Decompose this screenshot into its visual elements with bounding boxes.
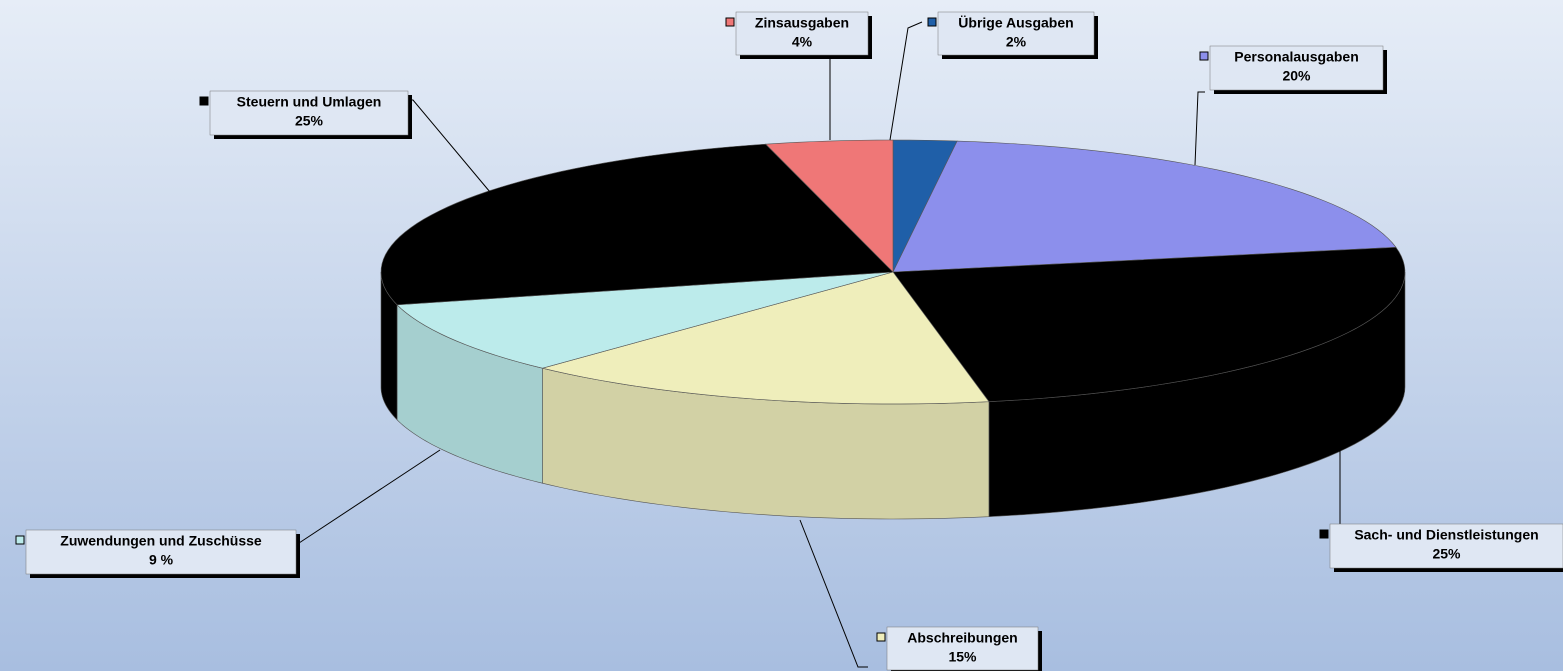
pie-slice <box>764 139 894 273</box>
label-name: Steuern und Umlagen <box>237 94 382 110</box>
label-box <box>937 11 1095 56</box>
label-name: Übrige Ausgaben <box>958 15 1073 31</box>
legend-marker <box>199 96 209 106</box>
label-value: 2% <box>1006 34 1027 50</box>
legend-marker <box>15 535 25 545</box>
pie-slice <box>396 271 894 369</box>
label-name: Zinsausgaben <box>755 15 849 31</box>
label-box <box>1329 523 1563 569</box>
label-name: Zuwendungen und Zuschüsse <box>60 533 262 549</box>
legend-marker <box>1319 529 1329 539</box>
label-value: 25% <box>1432 546 1461 562</box>
leader-line <box>1194 91 1205 166</box>
label-name: Personalausgaben <box>1234 49 1359 65</box>
leader-line <box>799 519 868 668</box>
pie-slice <box>542 271 990 405</box>
label-value: 25% <box>295 113 324 129</box>
pie-slice <box>892 246 1406 402</box>
leader-line <box>295 449 441 546</box>
leader-line <box>889 21 923 141</box>
legend-marker <box>725 17 735 27</box>
label-box <box>735 11 869 56</box>
label-box <box>886 626 1039 671</box>
label-name: Sach- und Dienstleistungen <box>1354 527 1538 543</box>
legend-marker <box>876 632 886 642</box>
label-box <box>209 90 409 136</box>
label-box <box>1209 45 1384 91</box>
label-value: 20% <box>1282 68 1311 84</box>
label-value: 15% <box>948 649 977 665</box>
legend-marker <box>1199 51 1209 61</box>
pie-slice <box>380 143 894 306</box>
label-value: 4% <box>792 34 813 50</box>
label-value: 9 % <box>149 552 174 568</box>
label-box <box>25 529 297 575</box>
pie-slice <box>892 140 1397 273</box>
label-name: Abschreibungen <box>907 630 1017 646</box>
legend-marker <box>927 17 937 27</box>
